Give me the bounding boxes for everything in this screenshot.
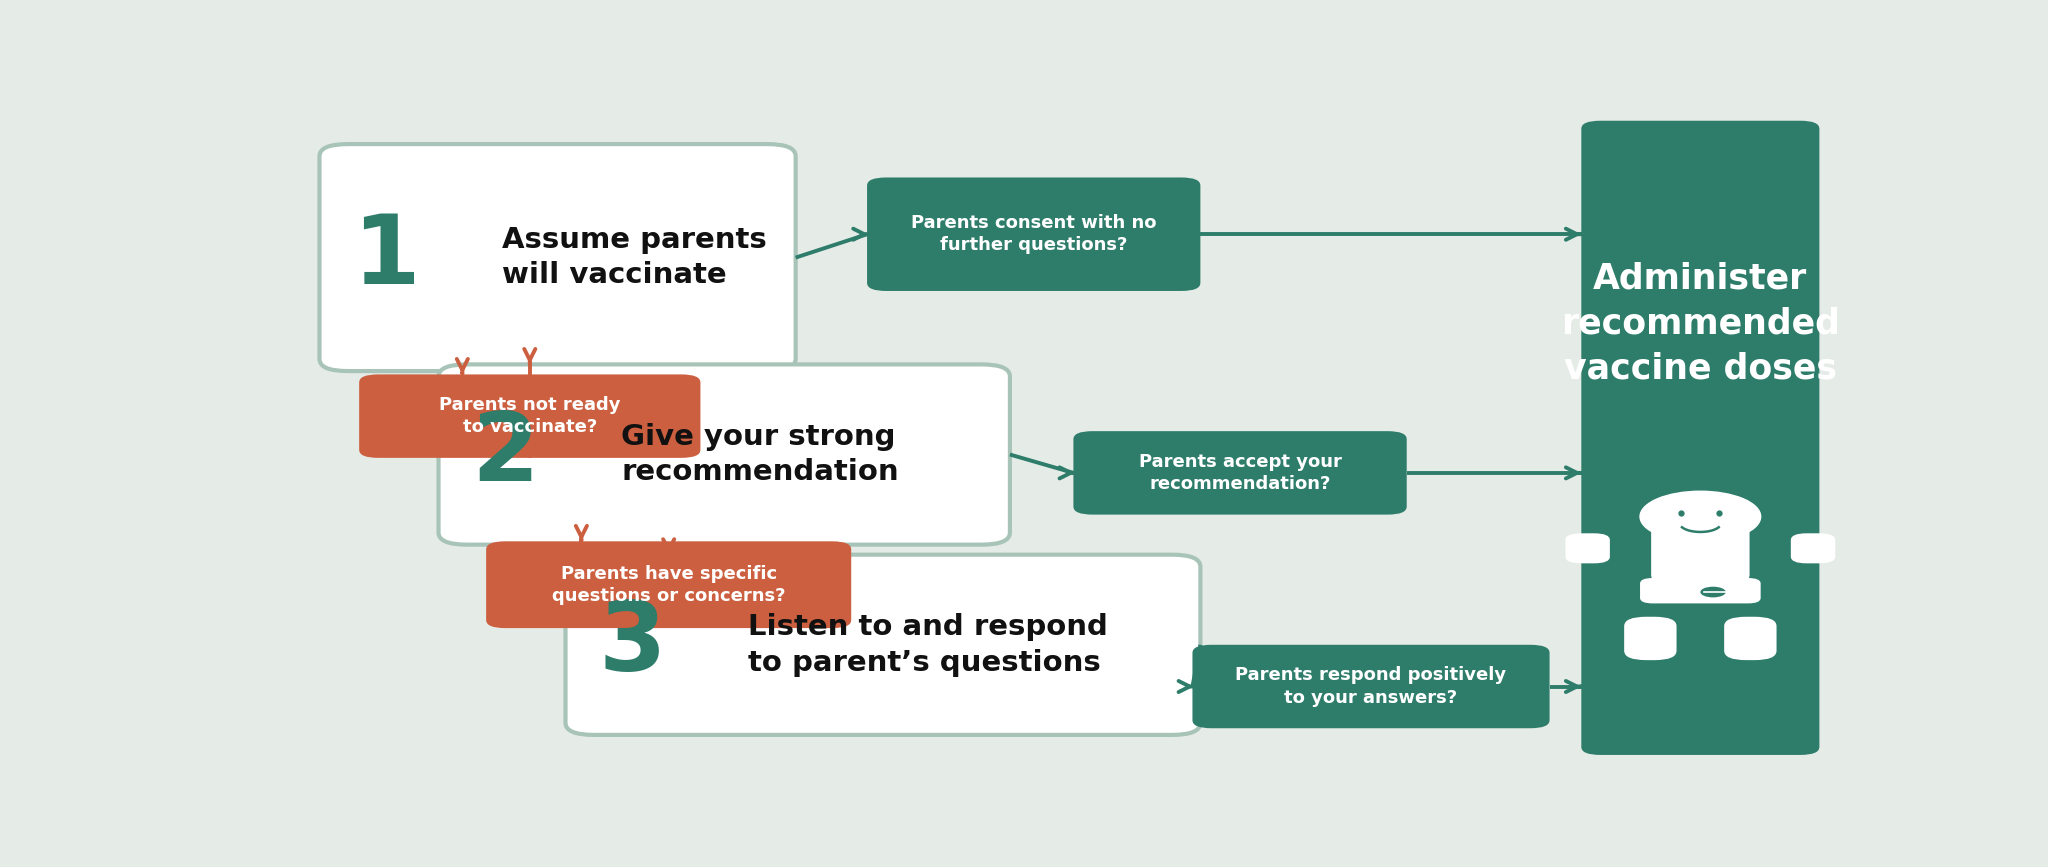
Circle shape [1640,492,1761,542]
FancyBboxPatch shape [1624,616,1677,660]
FancyBboxPatch shape [1192,645,1550,728]
FancyBboxPatch shape [358,375,700,458]
Text: Parents not ready
to vaccinate?: Parents not ready to vaccinate? [438,396,621,436]
FancyBboxPatch shape [1581,121,1819,755]
Text: Give your strong
recommendation: Give your strong recommendation [621,423,899,486]
Text: 3: 3 [598,598,666,691]
FancyBboxPatch shape [565,555,1200,735]
FancyBboxPatch shape [1790,533,1835,564]
FancyBboxPatch shape [1640,578,1761,603]
Text: Administer
recommended
vaccine doses: Administer recommended vaccine doses [1561,262,1839,386]
FancyBboxPatch shape [438,364,1010,544]
Text: 2: 2 [471,408,539,501]
Text: Parents have specific
questions or concerns?: Parents have specific questions or conce… [551,564,786,605]
FancyBboxPatch shape [1565,533,1610,564]
FancyBboxPatch shape [319,144,795,371]
Text: 1: 1 [352,211,420,304]
Circle shape [1700,587,1726,597]
Text: Listen to and respond
to parent’s questions: Listen to and respond to parent’s questi… [748,613,1108,676]
Text: Assume parents
will vaccinate: Assume parents will vaccinate [502,225,766,290]
FancyBboxPatch shape [866,178,1200,291]
FancyBboxPatch shape [1724,616,1776,660]
Text: Parents respond positively
to your answers?: Parents respond positively to your answe… [1235,667,1507,707]
Text: Parents accept your
recommendation?: Parents accept your recommendation? [1139,453,1341,493]
FancyBboxPatch shape [1073,431,1407,515]
Text: Parents consent with no
further questions?: Parents consent with no further question… [911,214,1157,254]
FancyBboxPatch shape [485,541,852,628]
FancyBboxPatch shape [1651,517,1749,583]
